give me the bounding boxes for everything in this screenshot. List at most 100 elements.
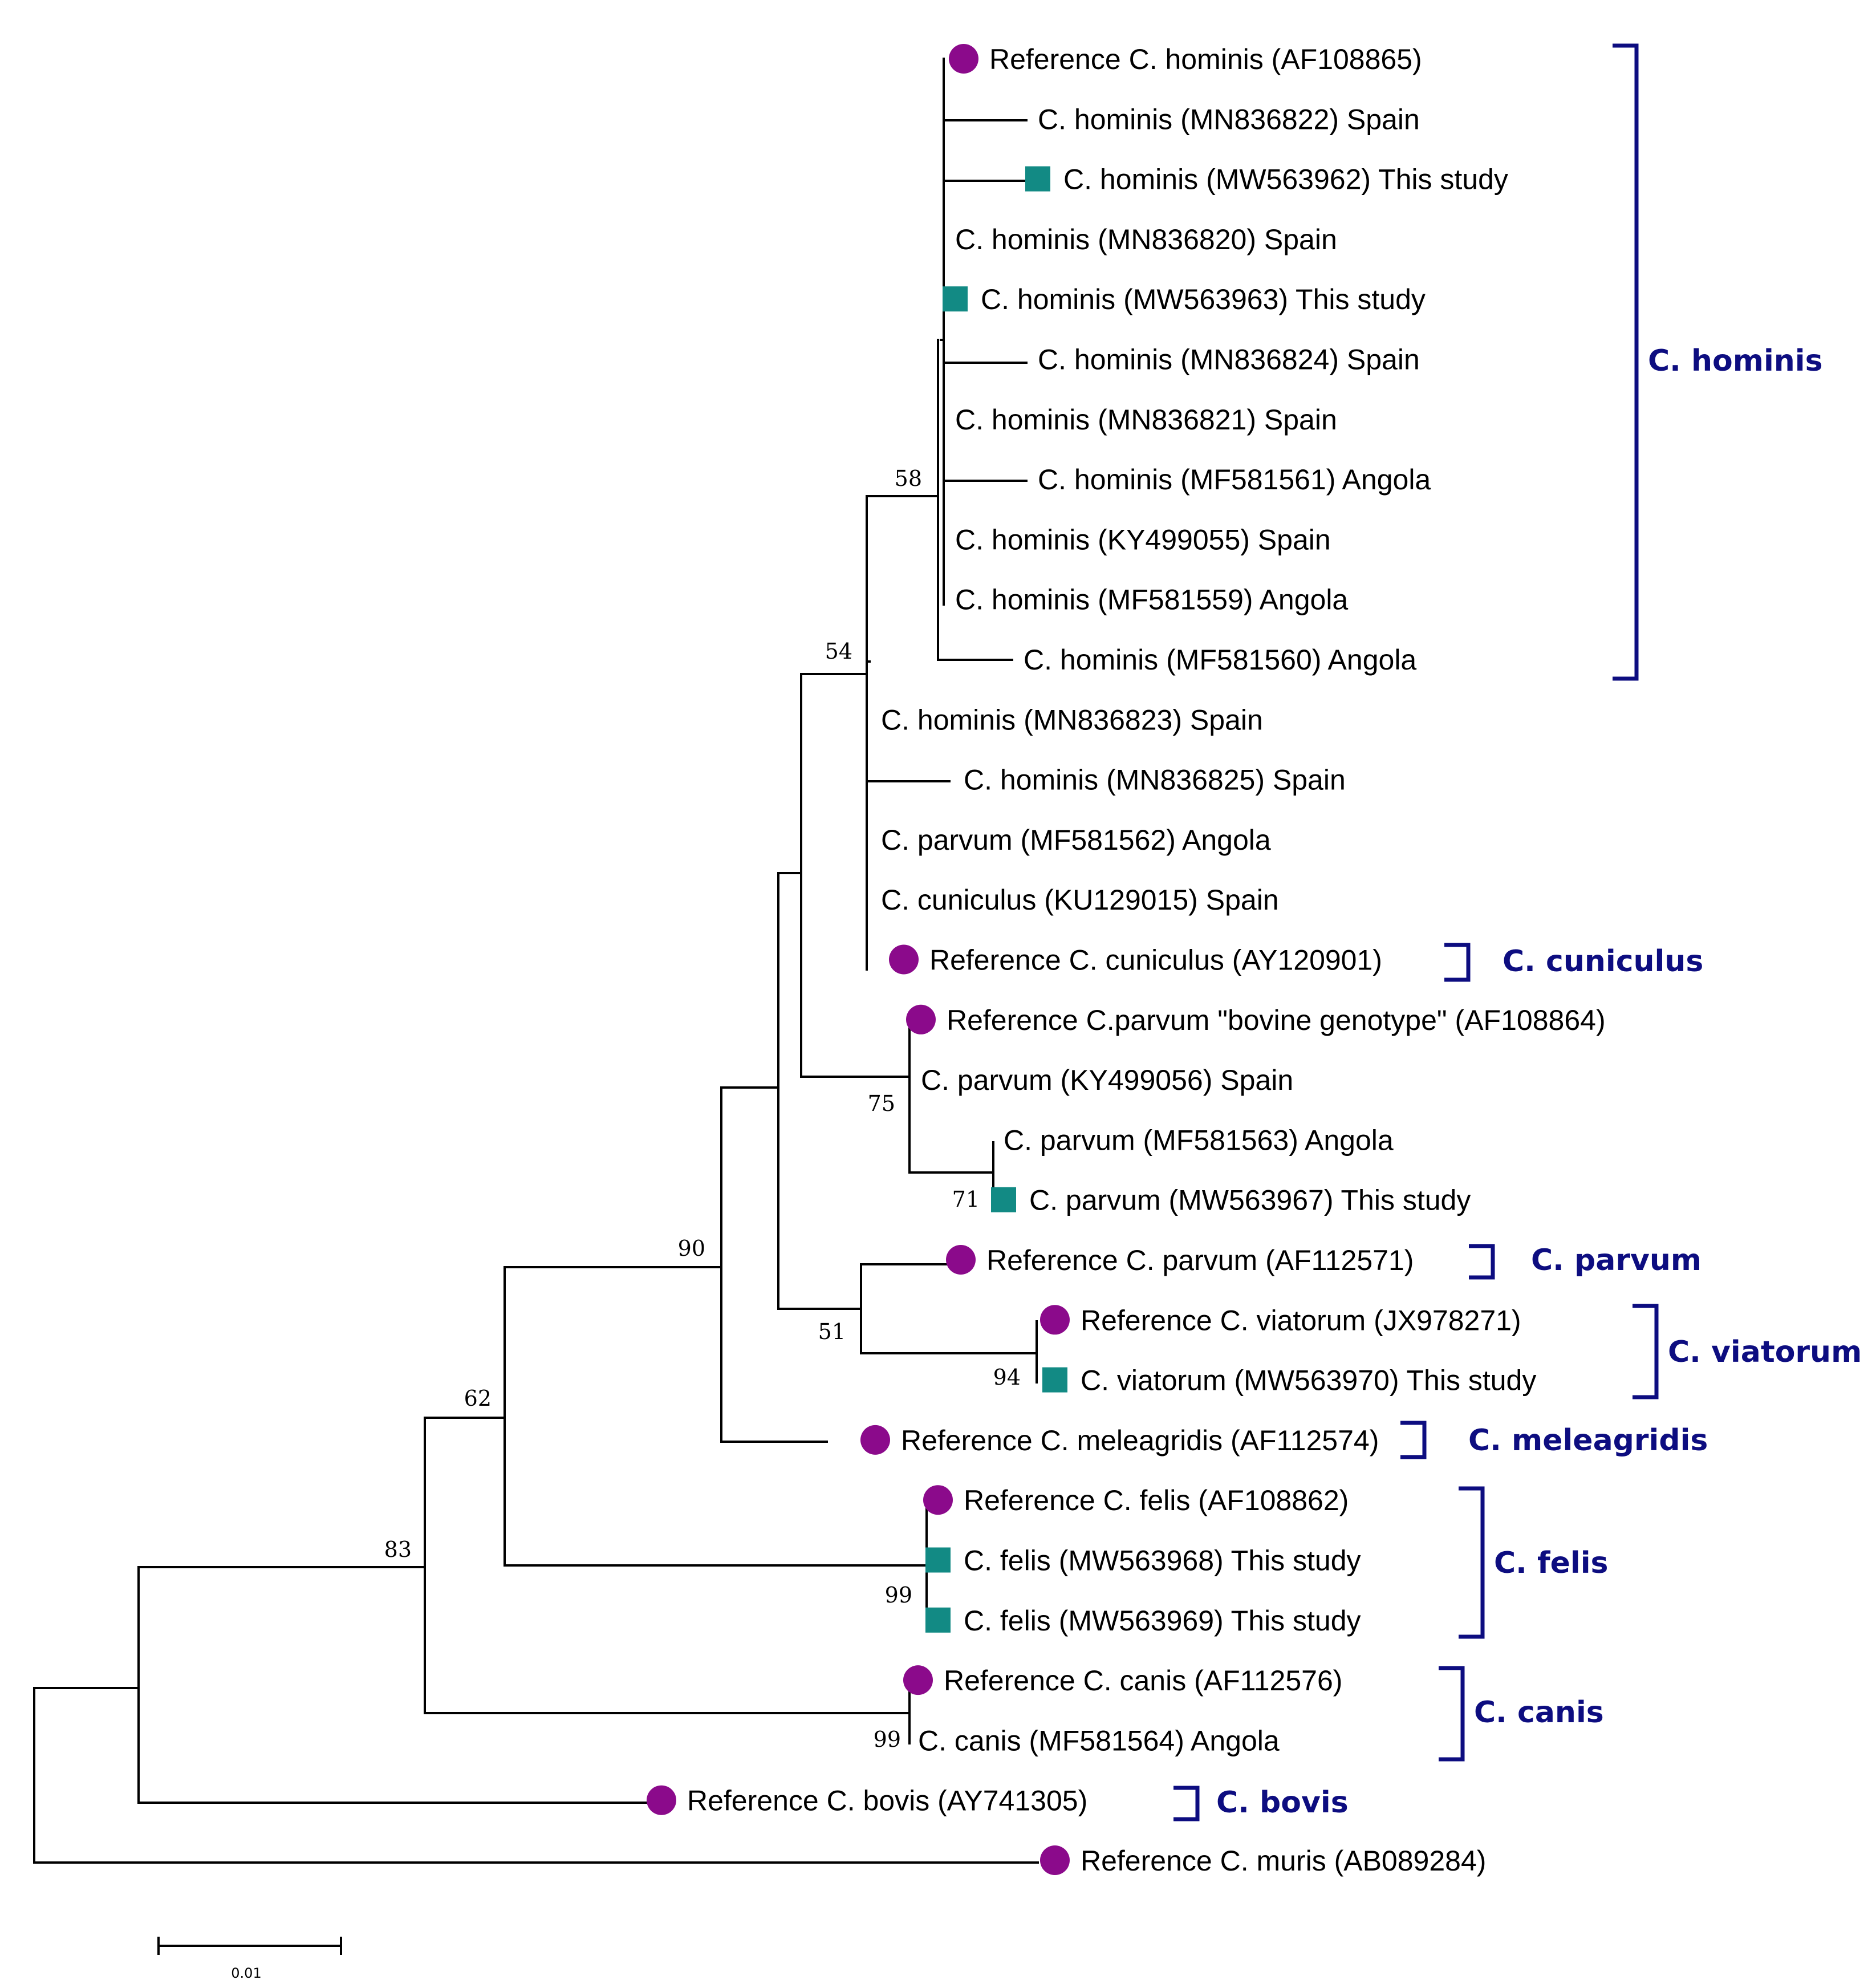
leaf-label: Reference C.parvum "bovine genotype" (AF… bbox=[947, 1004, 1606, 1036]
leaf-label: C. hominis (MF581560) Angola bbox=[1024, 644, 1416, 676]
clade-label: C. canis bbox=[1474, 1695, 1604, 1730]
leaf: C. viatorum (MW563970) This study bbox=[1042, 1365, 1536, 1397]
leaf-label: C. hominis (KY499055) Spain bbox=[955, 524, 1331, 555]
scale-bar-label: 0.01 bbox=[231, 1965, 261, 1981]
clade-label: C. meleagridis bbox=[1468, 1423, 1708, 1458]
clade-brackets: C. hominis C. cuniculus C. parvum C. viator… bbox=[1173, 43, 1862, 1821]
clade-bracket: C. hominis bbox=[1613, 43, 1823, 681]
branch-node-75 bbox=[908, 1021, 994, 1174]
bootstrap-value: 99 bbox=[885, 1583, 912, 1608]
square-icon bbox=[991, 1187, 1016, 1212]
bootstrap-value: 62 bbox=[464, 1386, 492, 1411]
leaf-label: C. parvum (MF581563) Angola bbox=[1004, 1124, 1394, 1156]
clade-bracket: C. canis bbox=[1439, 1666, 1604, 1762]
leaf: Reference C. muris (AB089284) bbox=[1040, 1845, 1486, 1877]
leaf-label: C. hominis (MF581561) Angola bbox=[1038, 464, 1431, 496]
leaf: Reference C. bovis (AY741305) bbox=[647, 1785, 1087, 1817]
leaf: C. hominis (MW563963) This study bbox=[943, 283, 1426, 315]
leaf-label: C. felis (MW563968) This study bbox=[964, 1545, 1361, 1577]
leaf-label: C. hominis (MN836821) Spain bbox=[955, 404, 1337, 436]
bracket-line bbox=[1459, 1486, 1485, 1639]
circle-icon bbox=[1040, 1305, 1070, 1335]
leaf: C. cuniculus (KU129015) Spain bbox=[881, 884, 1279, 916]
branch-node-90-inner bbox=[720, 1086, 828, 1443]
branch-node-58 bbox=[866, 495, 939, 663]
scale-bar: 0.01 bbox=[157, 1937, 342, 1981]
leaf-label: C. hominis (MW563963) This study bbox=[981, 283, 1426, 315]
leaf: C. hominis (MF581560) Angola bbox=[1024, 644, 1416, 676]
leaf: C. hominis (MN836824) Spain bbox=[1038, 344, 1420, 376]
leaf-labels: Reference C. hominis (AF108865) C. homini… bbox=[647, 43, 1606, 1877]
circle-icon bbox=[647, 1785, 676, 1815]
leaf-label: C. hominis (MN836823) Spain bbox=[881, 704, 1263, 736]
branch-node-51 bbox=[777, 872, 862, 1310]
circle-icon bbox=[949, 44, 978, 74]
branch-node-58-inner bbox=[937, 495, 1013, 661]
leaf: C. parvum (MW563967) This study bbox=[991, 1184, 1471, 1216]
leaf: Reference C. canis (AF112576) bbox=[903, 1665, 1342, 1697]
bootstrap-value: 99 bbox=[874, 1727, 901, 1752]
leaf-label: C. hominis (MN836824) Spain bbox=[1038, 344, 1420, 376]
leaf-label: Reference C. parvum (AF112571) bbox=[986, 1244, 1414, 1276]
leaf: C. felis (MW563968) This study bbox=[925, 1545, 1361, 1577]
branch-node-90 bbox=[503, 1266, 928, 1567]
leaf: C. hominis (MF581561) Angola bbox=[1038, 464, 1431, 496]
bracket-line bbox=[1439, 1666, 1465, 1762]
leaf: C. hominis (MF581559) Angola bbox=[955, 584, 1348, 616]
bracket-line bbox=[1613, 43, 1639, 681]
leaf-label: Reference C. meleagridis (AF112574) bbox=[901, 1425, 1379, 1456]
clade-label: C. cuniculus bbox=[1503, 944, 1703, 979]
bootstrap-value: 94 bbox=[993, 1365, 1021, 1390]
leaf: C. felis (MW563969) This study bbox=[925, 1605, 1361, 1637]
bootstrap-value: 51 bbox=[818, 1319, 846, 1344]
leaf-label: Reference C. muris (AB089284) bbox=[1081, 1845, 1486, 1877]
leaf-label: C. canis (MF581564) Angola bbox=[918, 1725, 1280, 1756]
clade-label: C. bovis bbox=[1216, 1786, 1349, 1820]
bootstrap-values: 58 54 75 71 90 51 94 62 83 99 99 bbox=[384, 466, 1021, 1752]
leaf: C. hominis (KY499055) Spain bbox=[955, 524, 1331, 555]
clade-bracket: C. bovis bbox=[1173, 1786, 1349, 1821]
leaf: C. hominis (MN836820) Spain bbox=[955, 224, 1337, 255]
bracket-line bbox=[1469, 1244, 1495, 1280]
leaf-label: Reference C. viatorum (JX978271) bbox=[1081, 1304, 1521, 1336]
clade-label: C. felis bbox=[1494, 1546, 1609, 1580]
leaf: Reference C. hominis (AF108865) bbox=[949, 43, 1422, 75]
clade-bracket: C. meleagridis bbox=[1400, 1421, 1708, 1459]
leaf-label: C. hominis (MN836820) Spain bbox=[955, 224, 1337, 255]
branch-hominis-inner bbox=[943, 58, 1028, 606]
clade-bracket: C. felis bbox=[1459, 1486, 1609, 1639]
leaf-label: C. hominis (MN836822) Spain bbox=[1038, 103, 1420, 135]
leaf: C. hominis (MN836825) Spain bbox=[964, 764, 1346, 796]
bootstrap-value: 90 bbox=[678, 1236, 705, 1261]
leaf-label: C. felis (MW563969) This study bbox=[964, 1605, 1361, 1637]
clade-label: C. viatorum bbox=[1668, 1335, 1862, 1369]
clade-label: C. parvum bbox=[1531, 1243, 1702, 1277]
circle-icon bbox=[1040, 1845, 1070, 1875]
leaf-label: Reference C. bovis (AY741305) bbox=[687, 1785, 1087, 1817]
circle-icon bbox=[889, 944, 919, 975]
leaf-label: C. parvum (KY499056) Spain bbox=[921, 1064, 1293, 1096]
circle-icon bbox=[903, 1665, 933, 1695]
leaf-label: C. parvum (MW563967) This study bbox=[1029, 1184, 1471, 1216]
leaf-label: C. hominis (MW563962) This study bbox=[1063, 164, 1508, 196]
leaf-label: C. hominis (MF581559) Angola bbox=[955, 584, 1348, 616]
branches bbox=[33, 58, 1039, 1864]
bracket-line bbox=[1173, 1786, 1200, 1821]
bootstrap-value: 58 bbox=[895, 466, 922, 491]
clade-bracket: C. cuniculus bbox=[1444, 943, 1703, 982]
leaf: C. hominis (MN836821) Spain bbox=[955, 404, 1337, 436]
leaf: C. canis (MF581564) Angola bbox=[918, 1725, 1280, 1756]
branch-root bbox=[33, 1687, 1039, 1864]
leaf-label: Reference C. hominis (AF108865) bbox=[989, 43, 1422, 75]
bracket-line bbox=[1633, 1304, 1659, 1399]
bootstrap-value: 83 bbox=[384, 1537, 412, 1562]
leaf-label: Reference C. felis (AF108862) bbox=[964, 1484, 1349, 1516]
bootstrap-value: 54 bbox=[825, 639, 852, 664]
circle-icon bbox=[946, 1245, 976, 1275]
bracket-line bbox=[1400, 1421, 1427, 1459]
clade-label: C. hominis bbox=[1648, 344, 1823, 378]
branch-node-51-inner bbox=[860, 1263, 1038, 1354]
leaf: C. parvum (MF581562) Angola bbox=[881, 824, 1271, 856]
leaf: Reference C. parvum (AF112571) bbox=[946, 1244, 1414, 1276]
